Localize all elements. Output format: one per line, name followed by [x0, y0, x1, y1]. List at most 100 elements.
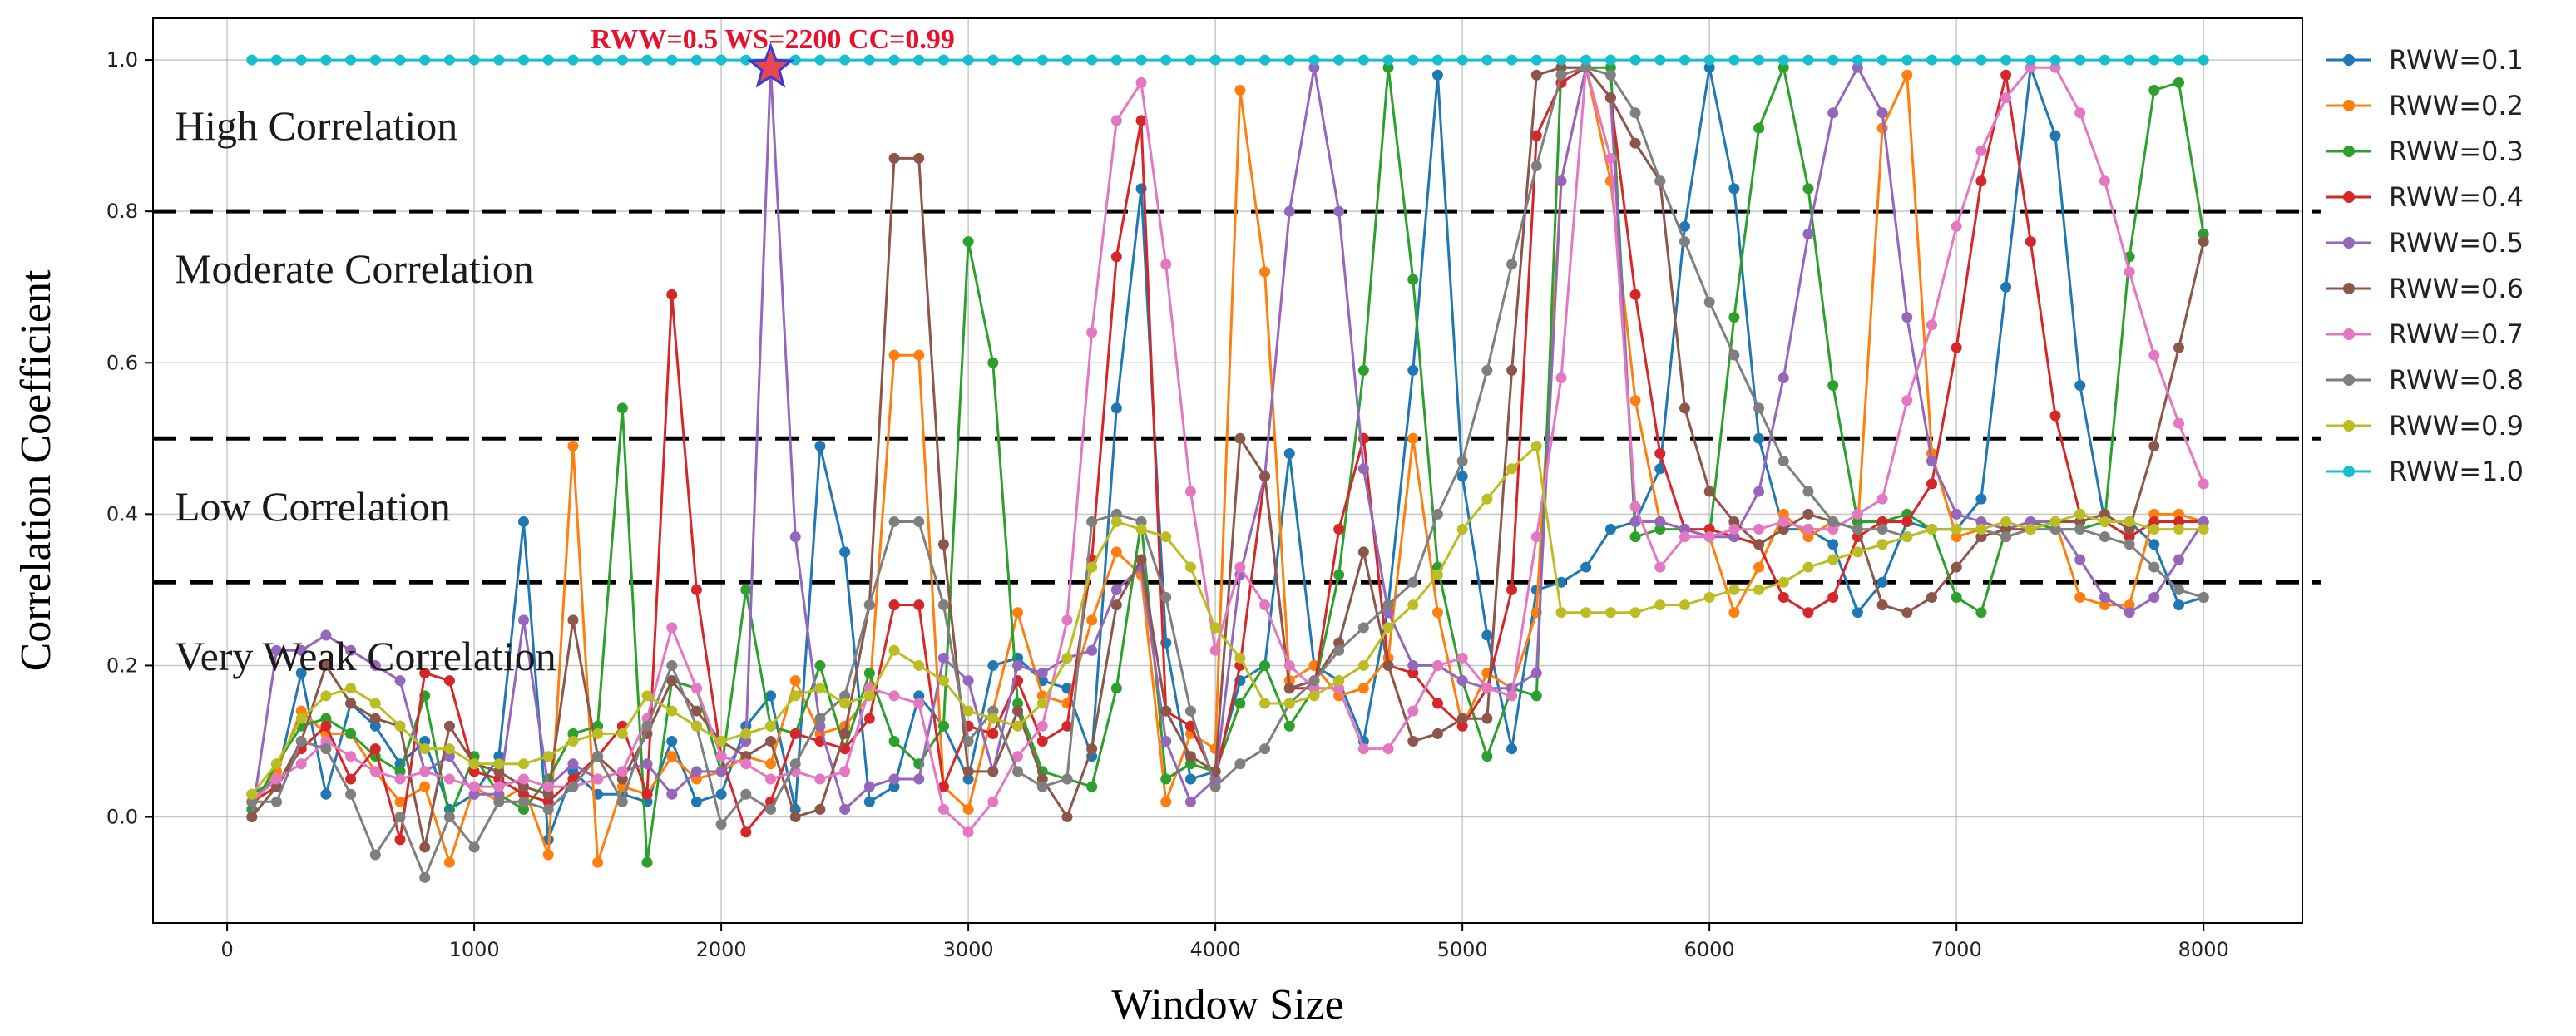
- legend-label: RWW=0.7: [2389, 318, 2524, 350]
- data-point: [518, 758, 530, 770]
- data-point: [1876, 539, 1888, 550]
- data-point: [394, 773, 406, 785]
- data-point: [1259, 471, 1271, 482]
- legend-marker: [2343, 237, 2355, 249]
- data-point: [1012, 720, 1024, 732]
- data-point: [1431, 508, 1443, 520]
- data-point: [1777, 62, 1789, 73]
- data-point: [320, 743, 332, 755]
- data-point: [1530, 440, 1542, 451]
- data-point: [1456, 652, 1468, 664]
- data-point: [295, 713, 307, 724]
- data-point: [1753, 561, 1765, 573]
- data-point: [394, 720, 406, 732]
- data-point: [1679, 54, 1690, 66]
- data-point: [839, 698, 851, 709]
- data-point: [1827, 107, 1839, 119]
- data-point: [443, 812, 455, 823]
- data-point: [1777, 508, 1789, 520]
- data-point: [542, 803, 554, 815]
- data-point: [1852, 516, 1863, 527]
- data-point: [1012, 607, 1024, 619]
- data-point: [1506, 584, 1518, 595]
- data-point: [320, 690, 332, 702]
- data-point: [1110, 402, 1122, 414]
- data-point: [2124, 607, 2135, 619]
- data-point: [962, 705, 974, 717]
- data-point: [2074, 380, 2086, 392]
- data-point: [468, 841, 480, 853]
- data-point: [1580, 62, 1592, 73]
- data-point: [1259, 698, 1271, 709]
- series-line: [250, 63, 2205, 863]
- data-point: [666, 751, 678, 762]
- data-point: [765, 803, 777, 815]
- data-point: [1753, 584, 1765, 595]
- data-point: [1456, 471, 1468, 482]
- data-point: [2025, 236, 2036, 248]
- data-point: [641, 788, 653, 800]
- data-point: [1901, 395, 1913, 407]
- data-point: [1852, 546, 1863, 558]
- data-point: [369, 713, 381, 724]
- data-point: [1629, 531, 1641, 543]
- data-point: [1086, 614, 1098, 626]
- data-point: [641, 720, 653, 732]
- data-point: [320, 788, 332, 800]
- data-point: [1407, 432, 1419, 444]
- data-point: [1951, 592, 1962, 604]
- data-point: [2099, 175, 2110, 187]
- data-point: [1604, 69, 1616, 81]
- data-point: [1012, 751, 1024, 762]
- data-point: [1061, 812, 1073, 823]
- data-point: [419, 871, 431, 883]
- data-point: [1160, 705, 1172, 717]
- data-point: [1679, 531, 1690, 543]
- data-point: [2198, 516, 2209, 527]
- data-point: [1975, 524, 1987, 535]
- data-point: [518, 796, 530, 807]
- data-point: [2025, 516, 2036, 527]
- data-point: [913, 698, 925, 709]
- data-point: [1901, 54, 1913, 66]
- data-point: [345, 773, 357, 785]
- data-point: [888, 516, 900, 527]
- data-point: [1209, 622, 1221, 634]
- data-point: [913, 54, 925, 66]
- data-point: [518, 773, 530, 785]
- data-point: [740, 826, 752, 838]
- data-point: [1580, 54, 1592, 66]
- data-point: [518, 54, 530, 66]
- data-point: [1530, 160, 1542, 172]
- data-point: [913, 516, 925, 527]
- data-point: [1975, 531, 1987, 543]
- data-point: [1753, 54, 1765, 66]
- data-point: [789, 690, 801, 702]
- data-point: [1086, 516, 1098, 527]
- series-RWW=0.5: [246, 62, 2209, 823]
- data-point: [1852, 54, 1863, 66]
- data-point: [493, 796, 505, 807]
- data-point: [2049, 130, 2061, 141]
- data-point: [468, 54, 480, 66]
- data-point: [1827, 380, 1839, 392]
- data-point: [814, 659, 826, 671]
- x-tick-label: 7000: [1931, 938, 1982, 961]
- data-point: [1926, 592, 1937, 604]
- data-point: [1357, 54, 1369, 66]
- x-tick-label: 0: [220, 938, 233, 961]
- data-point: [1431, 569, 1443, 580]
- data-point: [1901, 69, 1913, 81]
- data-point: [1357, 683, 1369, 694]
- data-point: [1333, 675, 1345, 687]
- data-point: [888, 644, 900, 656]
- data-point: [1110, 546, 1122, 558]
- data-point: [616, 781, 628, 792]
- legend-label: RWW=0.6: [2389, 273, 2524, 304]
- data-point: [715, 766, 727, 777]
- data-point: [320, 720, 332, 732]
- data-point: [1703, 54, 1715, 66]
- data-point: [962, 766, 974, 777]
- data-point: [1259, 54, 1271, 66]
- data-point: [1382, 54, 1394, 66]
